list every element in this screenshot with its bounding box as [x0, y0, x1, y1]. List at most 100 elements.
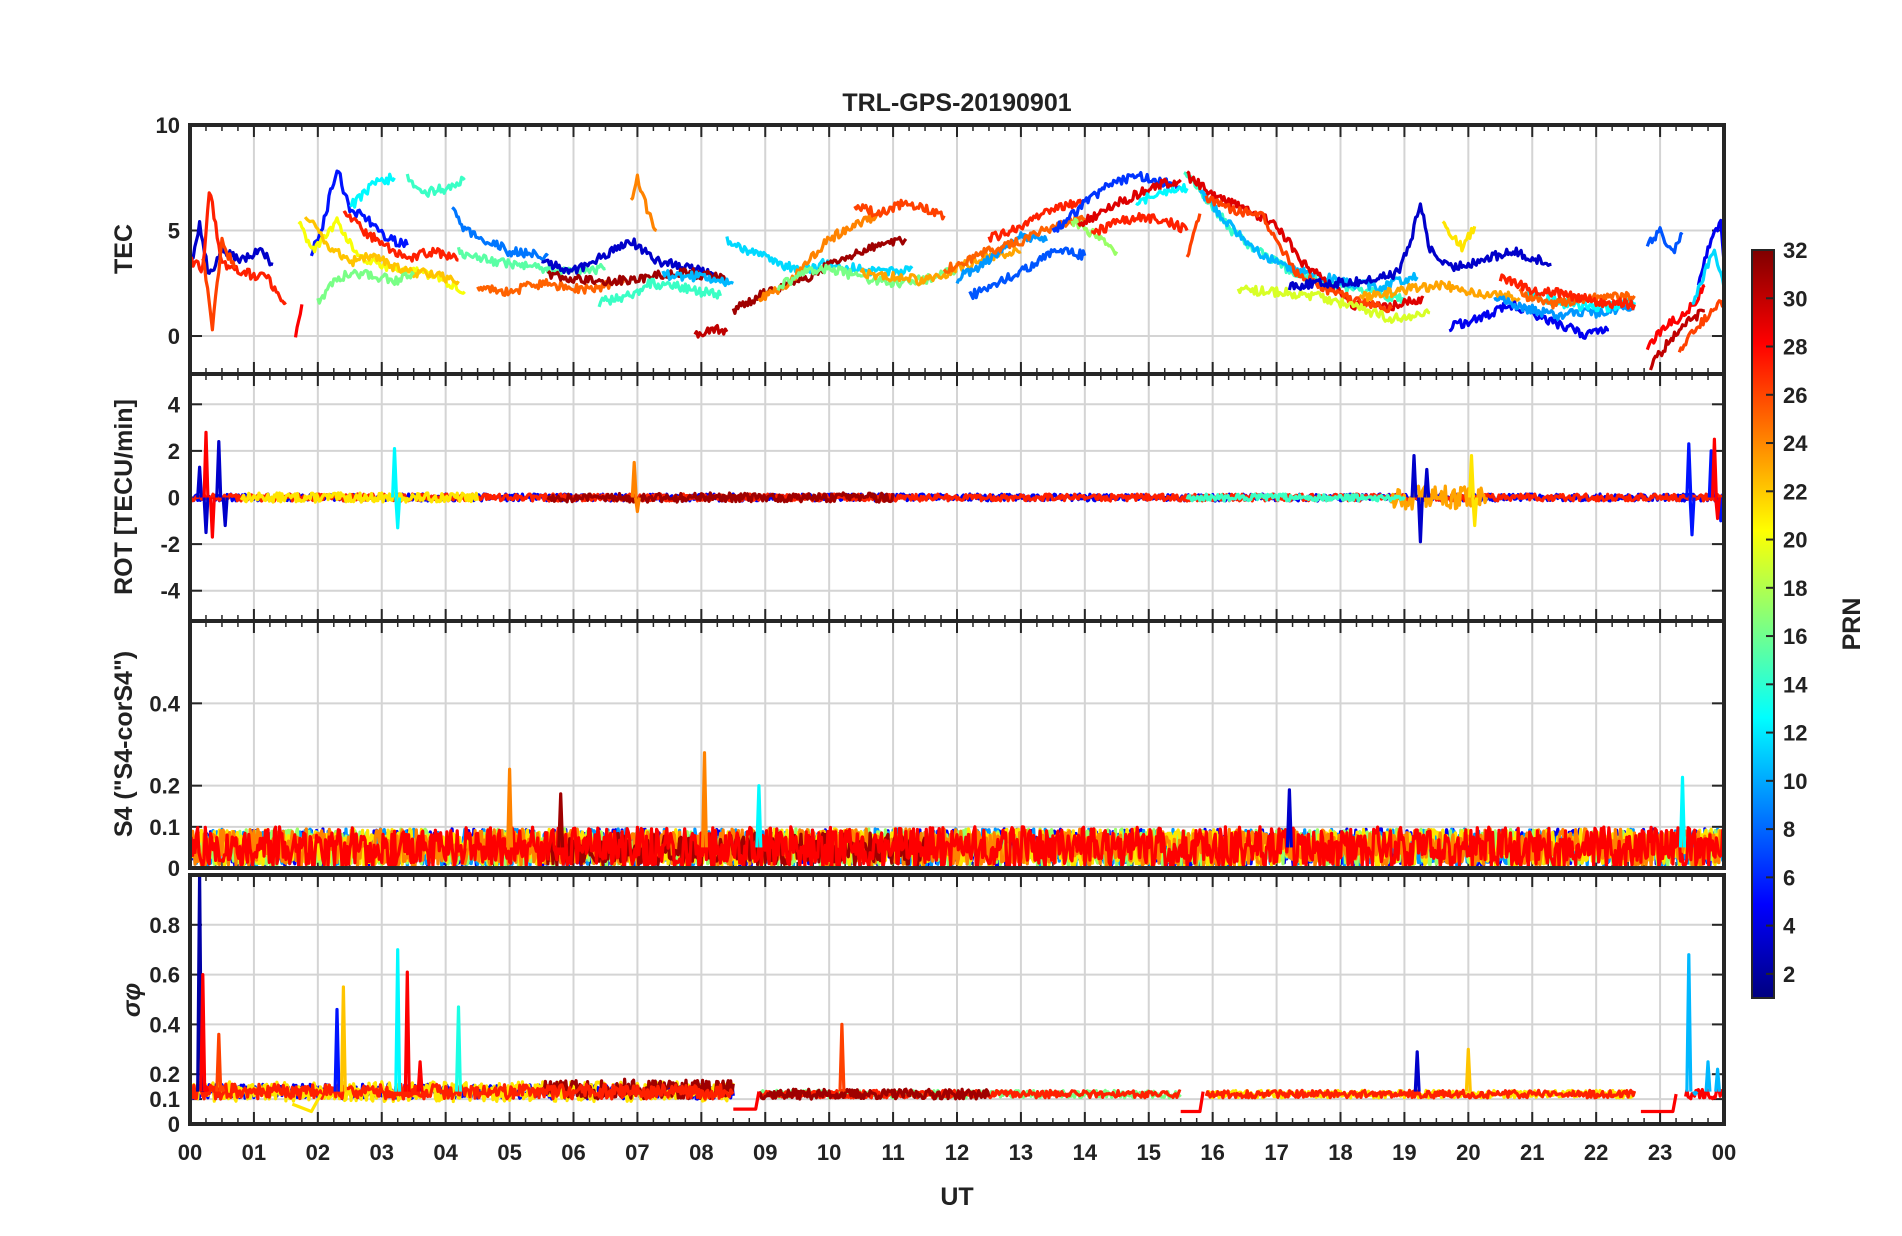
x-tick-label: 21 — [1520, 1140, 1544, 1165]
series-rot — [189, 430, 1726, 544]
tec-series-line — [541, 237, 716, 278]
y-tick-label: -2 — [160, 532, 180, 557]
s4-spike — [506, 767, 514, 848]
colorbar-tick-label: 24 — [1783, 431, 1808, 456]
rot-spike — [202, 430, 210, 498]
y-tick-label: 0.1 — [149, 815, 180, 840]
tec-series-line — [942, 214, 1087, 274]
sigma-series-line — [1204, 1088, 1637, 1100]
x-tick-label: 04 — [433, 1140, 458, 1165]
rot-spike — [1468, 454, 1475, 498]
colorbar-tick-label: 32 — [1783, 238, 1807, 263]
sigma-spike — [394, 948, 402, 1092]
tec-series-line — [776, 263, 958, 292]
x-tick-label: 14 — [1073, 1140, 1098, 1165]
tec-series-line — [451, 206, 549, 262]
y-tick-label: 4 — [168, 392, 181, 417]
x-tick-label: 15 — [1137, 1140, 1161, 1165]
y-tick-label: 0 — [168, 856, 180, 881]
yticks-sigma: 00.10.2 0.4 0.6 0.8 — [149, 913, 180, 1137]
tec-series-line — [1691, 248, 1726, 306]
x-tick-label: 09 — [753, 1140, 777, 1165]
tec-series-line — [188, 191, 287, 306]
x-tick-label: 01 — [242, 1140, 266, 1165]
y-tick-label: 2 — [168, 439, 180, 464]
tec-series-line — [1091, 212, 1189, 236]
s4-spike — [557, 792, 565, 848]
colorbar-tick-label: 16 — [1783, 624, 1807, 649]
rot-spike — [196, 465, 204, 498]
colorbar-tick-label: 8 — [1783, 817, 1795, 842]
colorbar-gradient — [1751, 249, 1775, 999]
sigma-spike — [838, 1022, 846, 1092]
sigma-spike — [1714, 1067, 1722, 1092]
tec-series-line — [757, 211, 881, 303]
tec-series-line — [293, 304, 304, 338]
tec-series-line — [725, 236, 914, 277]
panel-sigma: 00.10.2 0.4 0.6 0.8 σφ — [118, 873, 1726, 1137]
tec-series-line — [1186, 170, 1425, 313]
rot-spike — [1714, 497, 1722, 521]
tec-series-line — [597, 277, 723, 308]
tec-series-line — [1135, 183, 1189, 206]
chart-title: TRL-GPS-20190901 — [842, 89, 1071, 117]
rot-spike — [221, 497, 229, 528]
tec-series-line — [1236, 284, 1431, 324]
x-tick-label: 00 — [1712, 1140, 1736, 1165]
sigma-spike — [1464, 1047, 1472, 1092]
tec-series-line — [1493, 295, 1635, 322]
s4-series-line — [188, 825, 1726, 870]
sigma-step-line — [291, 1093, 323, 1114]
rot-series-line — [546, 491, 895, 504]
x-tick-label: 22 — [1584, 1140, 1608, 1165]
panel-tec: 0 5 10 TEC — [110, 113, 1726, 376]
ylabel-s4: S4 ("S4-corS4") — [110, 651, 138, 837]
tec-series-line — [661, 269, 735, 287]
y-tick-label: 0.2 — [149, 774, 180, 799]
rot-spike — [1410, 454, 1418, 498]
y-tick-label: -4 — [160, 579, 180, 604]
y-tick-label: 10 — [156, 113, 180, 138]
rot-spike — [202, 497, 210, 535]
sigma-spike — [1685, 953, 1693, 1092]
tec-series-line — [968, 246, 1087, 300]
sigma-spike — [1413, 1050, 1421, 1092]
panel-rot: -4 -2 0 2 4 ROT [TECU/min] — [110, 372, 1726, 623]
x-tick-label: 20 — [1456, 1140, 1480, 1165]
tec-series-line — [349, 172, 396, 209]
y-tick-label: 5 — [168, 219, 180, 244]
rot-series-line — [1185, 492, 1406, 503]
y-tick-label: 0.8 — [149, 913, 180, 938]
sigma-spike — [403, 970, 411, 1092]
s4-spike — [1678, 775, 1686, 848]
series-s4 — [188, 751, 1726, 870]
sigma-spike — [215, 1032, 223, 1092]
colorbar-label: PRN — [1838, 598, 1866, 651]
rot-spike — [215, 440, 223, 498]
s4-spike — [755, 784, 763, 848]
rot-spike — [391, 447, 399, 498]
x-tick-label: 05 — [497, 1140, 521, 1165]
rot-spike — [1416, 497, 1424, 544]
rot-spike — [208, 497, 216, 539]
tec-series-line — [405, 173, 466, 198]
rot-spike — [1710, 437, 1718, 498]
x-tick-label: 23 — [1648, 1140, 1672, 1165]
sigma-spike — [454, 1005, 462, 1092]
y-tick-label: 0 — [168, 486, 180, 511]
y-tick-label: 0.4 — [149, 691, 180, 716]
colorbar-tick-label: 12 — [1783, 721, 1807, 746]
y-tick-label: 0 — [168, 1112, 180, 1137]
x-tick-label: 11 — [881, 1140, 904, 1165]
panel-s4: 0 0.1 0.2 0.4 S4 ("S4-corS4") — [110, 619, 1726, 881]
colorbar-tick-label: 6 — [1783, 865, 1795, 890]
rot-spike — [1471, 497, 1479, 528]
x-tick-label: 00 — [178, 1140, 202, 1165]
rot-spike — [1423, 467, 1431, 498]
yticks-rot: -4 -2 0 2 4 — [160, 392, 180, 603]
x-tick-label: 08 — [689, 1140, 713, 1165]
tec-series-line — [316, 268, 415, 305]
series-tec — [188, 169, 1726, 371]
